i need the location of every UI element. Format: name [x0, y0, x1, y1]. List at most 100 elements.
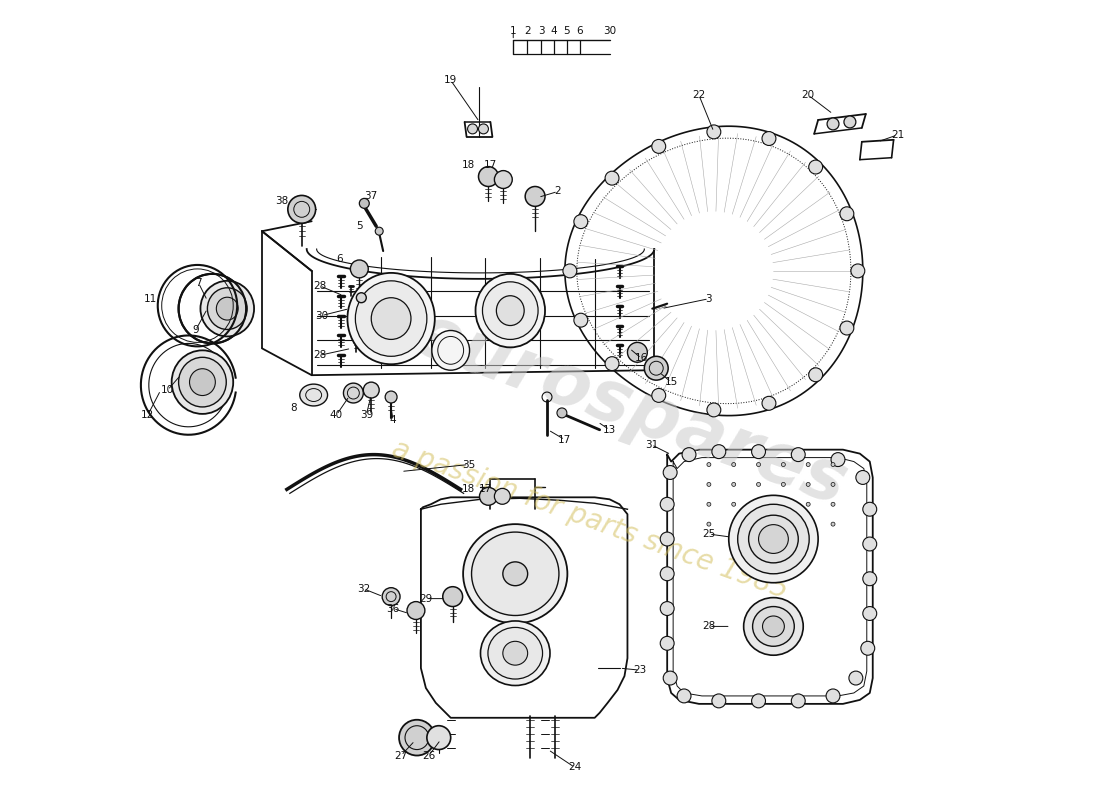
Circle shape [840, 321, 854, 335]
Circle shape [707, 522, 711, 526]
Ellipse shape [762, 616, 784, 637]
Text: 18: 18 [462, 160, 475, 170]
Circle shape [707, 125, 721, 139]
Ellipse shape [728, 495, 818, 582]
Circle shape [707, 462, 711, 466]
Circle shape [663, 466, 678, 479]
Circle shape [757, 502, 760, 506]
Circle shape [645, 356, 668, 380]
Circle shape [830, 462, 835, 466]
Ellipse shape [503, 642, 528, 665]
Text: 12: 12 [141, 410, 154, 420]
Text: 30: 30 [315, 310, 328, 321]
Text: 40: 40 [330, 410, 343, 420]
Text: 7: 7 [195, 278, 201, 288]
Circle shape [827, 118, 839, 130]
Ellipse shape [481, 621, 550, 686]
Circle shape [360, 198, 370, 208]
Ellipse shape [217, 298, 239, 320]
Ellipse shape [208, 288, 248, 330]
Circle shape [757, 462, 760, 466]
Circle shape [762, 131, 776, 146]
Circle shape [574, 214, 587, 229]
Circle shape [660, 532, 674, 546]
Circle shape [806, 522, 811, 526]
Text: 17: 17 [559, 434, 572, 445]
Circle shape [851, 264, 865, 278]
Circle shape [707, 403, 721, 417]
Text: 31: 31 [645, 440, 658, 450]
Text: 17: 17 [478, 484, 492, 494]
Circle shape [732, 482, 736, 486]
Text: 8: 8 [290, 403, 297, 413]
Circle shape [806, 502, 811, 506]
Circle shape [751, 445, 766, 458]
Circle shape [427, 726, 451, 750]
Circle shape [605, 357, 619, 370]
Text: 38: 38 [275, 196, 288, 206]
Text: 6: 6 [337, 254, 343, 264]
Circle shape [385, 391, 397, 403]
Ellipse shape [496, 296, 525, 326]
Circle shape [830, 522, 835, 526]
Circle shape [363, 382, 379, 398]
Circle shape [343, 383, 363, 403]
Circle shape [652, 389, 666, 402]
Text: 35: 35 [462, 459, 475, 470]
Circle shape [468, 124, 477, 134]
Circle shape [830, 453, 845, 466]
Circle shape [806, 482, 811, 486]
Circle shape [751, 694, 766, 708]
Text: 5: 5 [563, 26, 570, 35]
Text: 16: 16 [635, 354, 648, 363]
Text: 18: 18 [462, 484, 475, 494]
Circle shape [399, 720, 435, 755]
Ellipse shape [200, 281, 254, 337]
Text: 28: 28 [314, 350, 327, 360]
Circle shape [605, 171, 619, 185]
Circle shape [849, 671, 862, 685]
Circle shape [480, 487, 497, 506]
Ellipse shape [172, 350, 233, 414]
Text: 37: 37 [364, 191, 378, 202]
Circle shape [712, 445, 726, 458]
Circle shape [826, 689, 840, 703]
Text: eurospares: eurospares [403, 299, 856, 521]
Circle shape [808, 368, 823, 382]
Circle shape [627, 342, 647, 362]
Circle shape [351, 260, 369, 278]
Circle shape [525, 186, 544, 206]
Text: 2: 2 [554, 186, 561, 197]
Text: 39: 39 [360, 410, 373, 420]
Text: 28: 28 [314, 281, 327, 290]
Circle shape [494, 170, 513, 189]
Text: 10: 10 [161, 385, 174, 395]
Ellipse shape [483, 282, 538, 339]
Circle shape [652, 139, 666, 154]
Circle shape [844, 116, 856, 128]
Text: 23: 23 [632, 665, 646, 675]
Text: 32: 32 [356, 584, 370, 594]
Circle shape [288, 195, 316, 223]
Circle shape [660, 567, 674, 581]
Text: 29: 29 [419, 594, 432, 604]
Circle shape [840, 207, 854, 221]
Ellipse shape [738, 504, 810, 574]
Ellipse shape [752, 606, 794, 646]
Circle shape [707, 482, 711, 486]
Circle shape [563, 264, 576, 278]
Circle shape [781, 522, 785, 526]
Circle shape [856, 470, 870, 485]
Circle shape [660, 498, 674, 511]
Circle shape [732, 502, 736, 506]
Text: 25: 25 [702, 529, 715, 539]
Ellipse shape [503, 562, 528, 586]
Ellipse shape [189, 369, 216, 395]
Circle shape [862, 537, 877, 551]
Circle shape [707, 502, 711, 506]
Circle shape [830, 502, 835, 506]
Circle shape [660, 636, 674, 650]
Text: 22: 22 [692, 90, 705, 100]
Text: 13: 13 [603, 425, 616, 434]
Text: a passion for parts since 1985: a passion for parts since 1985 [388, 434, 792, 604]
